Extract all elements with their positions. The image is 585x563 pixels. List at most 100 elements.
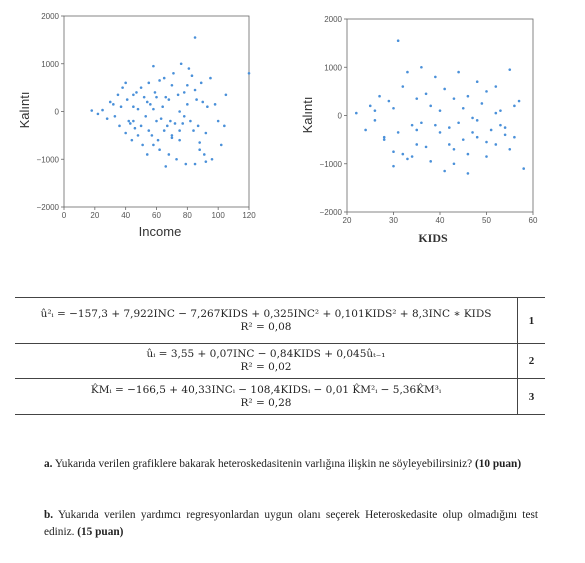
y-tick-label: −2000 <box>320 208 343 217</box>
scatter-point <box>167 98 171 101</box>
equation-1-main: û²ᵢ = −157,3 + 7,922INC − 7,267KIDS + 0,… <box>40 307 492 320</box>
scatter-point <box>124 131 127 135</box>
scatter-point <box>132 119 135 123</box>
scatter-point <box>170 134 174 137</box>
scatter-point <box>201 100 205 104</box>
scatter-point <box>223 124 226 128</box>
y-tick-label: −1000 <box>37 155 60 164</box>
scatter-point <box>128 122 132 125</box>
scatter-point <box>401 152 405 156</box>
question-b-label: b. <box>44 509 54 521</box>
scatter-point <box>178 138 181 142</box>
scatter-point <box>189 119 192 123</box>
scatter-point <box>186 83 189 87</box>
scatter-point <box>382 138 386 141</box>
scatter-point <box>382 135 386 139</box>
scatter-point <box>378 94 381 98</box>
scatter-point <box>475 80 479 84</box>
scatter-point <box>145 153 149 156</box>
scatter-point <box>139 86 143 89</box>
scatter-point <box>186 103 189 106</box>
scatter-point <box>499 109 502 112</box>
scatter-point <box>130 138 134 142</box>
x-tick-label: 60 <box>152 211 161 220</box>
scatter-point <box>172 72 175 75</box>
scatter-point <box>224 93 228 97</box>
scatter-point <box>192 129 195 132</box>
scatter-point <box>152 107 155 111</box>
scatter-point <box>396 39 400 43</box>
scatter-point <box>190 74 194 77</box>
scatter-point <box>108 100 112 104</box>
x-tick-label: 0 <box>62 211 67 220</box>
equation-1-r2: R² = 0,08 <box>240 320 292 333</box>
x-tick-label: 20 <box>343 216 352 225</box>
scatter-point <box>448 143 451 146</box>
ylabel-kids-chart: Kalıntı <box>300 97 315 134</box>
scatter-point <box>101 108 104 112</box>
x-tick-label: 60 <box>529 216 538 225</box>
scatter-point <box>135 91 138 94</box>
scatter-point <box>434 123 437 127</box>
plot-frame-kids <box>346 18 534 213</box>
equation-3: K̂Mᵢ = −166,5 + 40,33INCᵢ − 108,4KIDSᵢ −… <box>15 378 518 415</box>
x-tick-label: 40 <box>121 211 130 220</box>
scatter-point <box>182 91 186 94</box>
scatter-point <box>438 131 442 134</box>
scatter-point <box>499 123 502 127</box>
scatter-point <box>247 72 251 75</box>
scatter-point <box>513 135 516 139</box>
scatter-point <box>193 36 197 39</box>
scatter-point <box>219 143 223 147</box>
regression-table: û²ᵢ = −157,3 + 7,922INC − 7,267KIDS + 0,… <box>15 297 545 415</box>
scatter-point <box>105 117 109 120</box>
scatter-point <box>178 129 181 132</box>
scatter-point <box>475 119 479 122</box>
y-tick-label: −2000 <box>37 203 60 212</box>
scatter-point <box>508 147 512 151</box>
scatter-point <box>424 145 428 149</box>
scatter-point <box>204 131 208 135</box>
scatter-point <box>162 129 166 132</box>
scatter-point <box>155 119 158 123</box>
scatter-point <box>184 162 188 166</box>
scatter-point <box>132 93 135 97</box>
scatter-point <box>485 155 488 158</box>
scatter-kids: 20 30 40 50 60 2000 1000 0 −1000 −2000 Kalıntı KI… <box>300 15 538 245</box>
scatter-point <box>392 106 395 110</box>
scatter-point <box>410 155 414 158</box>
scatter-point <box>475 135 479 139</box>
scatter-point <box>136 134 140 137</box>
scatter-point <box>406 157 409 161</box>
scatter-point <box>494 111 498 115</box>
scatter-point <box>119 105 123 109</box>
scatter-point <box>503 133 507 137</box>
scatter-point <box>461 138 465 141</box>
scatter-point <box>152 143 155 147</box>
scatter-point <box>415 143 419 146</box>
scatter-point <box>133 126 137 130</box>
scatter-point <box>420 121 423 125</box>
scatter-point <box>429 104 432 108</box>
scatter-point <box>150 134 154 137</box>
scatter-point <box>373 109 377 112</box>
scatter-point <box>164 165 168 168</box>
scatter-point <box>158 148 161 151</box>
scatter-point <box>149 103 152 106</box>
scatter-point <box>216 119 220 123</box>
scatter-point <box>145 100 149 104</box>
scatter-point <box>147 81 151 85</box>
scatter-point <box>513 104 516 108</box>
scatter-point <box>503 126 507 129</box>
scatter-point <box>187 67 191 70</box>
scatter-point <box>438 109 442 112</box>
question-a: a. Yukarıda verilen grafiklere bakarak h… <box>44 456 538 473</box>
xlabel-income: Income <box>139 224 182 239</box>
scatter-point <box>199 81 203 85</box>
scatter-point <box>466 172 470 175</box>
scatter-point <box>147 129 151 132</box>
question-b-points: (15 puan) <box>77 526 124 538</box>
scatter-point <box>141 143 144 147</box>
scatter-point <box>387 99 391 103</box>
scatter-point <box>165 124 169 128</box>
